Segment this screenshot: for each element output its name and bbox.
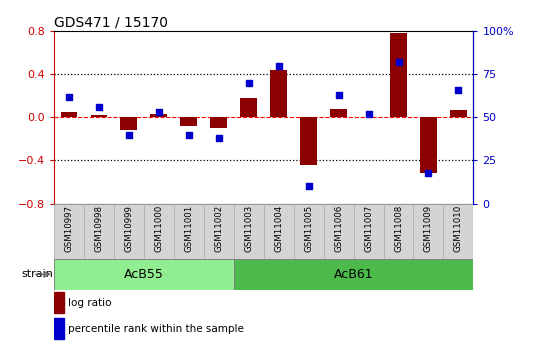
Text: GSM11009: GSM11009 bbox=[424, 205, 433, 252]
Bar bbox=[390, 33, 407, 117]
FancyBboxPatch shape bbox=[84, 204, 114, 259]
Bar bbox=[300, 117, 317, 165]
Bar bbox=[240, 98, 257, 117]
Point bbox=[334, 92, 343, 98]
Bar bbox=[180, 117, 197, 126]
Bar bbox=[151, 114, 167, 117]
Bar bbox=[330, 109, 347, 117]
Text: GSM11004: GSM11004 bbox=[274, 205, 283, 253]
Bar bbox=[90, 115, 107, 117]
Bar bbox=[61, 112, 77, 117]
Point bbox=[124, 132, 133, 137]
Text: strain: strain bbox=[22, 269, 53, 279]
FancyBboxPatch shape bbox=[264, 204, 294, 259]
Text: GSM11005: GSM11005 bbox=[304, 205, 313, 253]
Text: GSM10998: GSM10998 bbox=[94, 205, 103, 252]
FancyBboxPatch shape bbox=[54, 204, 84, 259]
FancyBboxPatch shape bbox=[414, 204, 443, 259]
FancyBboxPatch shape bbox=[294, 204, 323, 259]
Point bbox=[244, 80, 253, 86]
Point bbox=[424, 170, 433, 175]
Text: GSM11000: GSM11000 bbox=[154, 205, 163, 253]
Point bbox=[305, 184, 313, 189]
Text: log ratio: log ratio bbox=[68, 298, 112, 308]
Bar bbox=[271, 70, 287, 117]
Point bbox=[274, 63, 283, 68]
FancyBboxPatch shape bbox=[174, 204, 204, 259]
Text: GSM11003: GSM11003 bbox=[244, 205, 253, 253]
FancyBboxPatch shape bbox=[233, 204, 264, 259]
Bar bbox=[54, 292, 65, 313]
Point bbox=[65, 94, 73, 99]
Text: GSM11010: GSM11010 bbox=[454, 205, 463, 253]
Bar bbox=[420, 117, 437, 173]
FancyBboxPatch shape bbox=[323, 204, 353, 259]
Text: GSM10999: GSM10999 bbox=[124, 205, 133, 252]
FancyBboxPatch shape bbox=[384, 204, 414, 259]
Text: AcB61: AcB61 bbox=[334, 268, 373, 281]
FancyBboxPatch shape bbox=[114, 204, 144, 259]
FancyBboxPatch shape bbox=[443, 204, 473, 259]
Text: GSM11001: GSM11001 bbox=[184, 205, 193, 253]
Point bbox=[214, 135, 223, 141]
Bar bbox=[54, 318, 65, 339]
Point bbox=[185, 132, 193, 137]
Bar bbox=[121, 117, 137, 130]
Text: GSM11002: GSM11002 bbox=[214, 205, 223, 253]
Text: GSM11006: GSM11006 bbox=[334, 205, 343, 253]
Text: GSM11007: GSM11007 bbox=[364, 205, 373, 253]
FancyBboxPatch shape bbox=[204, 204, 233, 259]
Point bbox=[154, 109, 163, 115]
Text: AcB55: AcB55 bbox=[124, 268, 164, 281]
Text: GSM11008: GSM11008 bbox=[394, 205, 403, 253]
Text: GSM10997: GSM10997 bbox=[64, 205, 73, 252]
Point bbox=[394, 59, 403, 65]
FancyBboxPatch shape bbox=[233, 259, 473, 290]
Bar bbox=[450, 110, 466, 117]
Text: GDS471 / 15170: GDS471 / 15170 bbox=[54, 16, 168, 30]
Text: percentile rank within the sample: percentile rank within the sample bbox=[68, 324, 244, 334]
Point bbox=[454, 87, 463, 92]
Point bbox=[95, 104, 103, 110]
Bar bbox=[210, 117, 227, 128]
FancyBboxPatch shape bbox=[144, 204, 174, 259]
FancyBboxPatch shape bbox=[353, 204, 384, 259]
FancyBboxPatch shape bbox=[54, 259, 233, 290]
Point bbox=[364, 111, 373, 117]
